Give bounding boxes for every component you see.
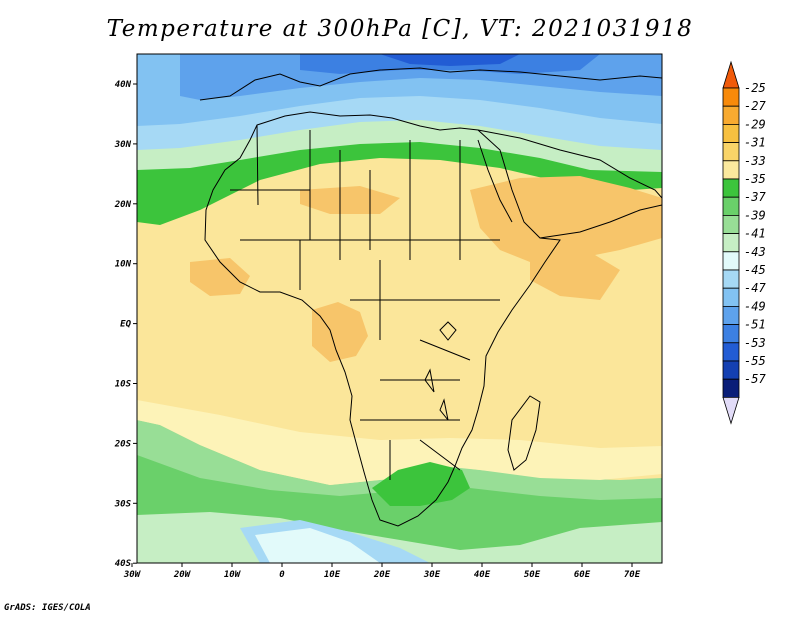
latitude-axis: 40N 30N 20N 10N EQ 10S 20S 30S 40S [114,80,137,569]
colorbar-segment [722,324,740,344]
lon-tick-label: 20W [173,570,192,580]
colorbar-segment [722,360,740,380]
temperature-field [137,54,662,563]
lat-tick-label: 30S [114,499,132,509]
field-hot-arabia [470,176,662,262]
colorbar-label: -45 [744,263,766,277]
colorbar-segment [722,214,740,234]
lon-tick-label: 40E [474,570,491,580]
field-hot-sahel [300,186,400,214]
lakes [424,321,457,421]
field-band-cold-south-5 [255,528,380,563]
lon-tick-label: 0 [279,570,285,580]
colorbar-segment [722,196,740,216]
lon-tick-label: 20E [373,570,391,580]
field-warm-se-ocean [530,246,620,300]
lat-tick-label: 10S [115,380,132,390]
colorbar-label: -41 [744,227,766,241]
lon-tick-label: 30W [123,570,142,580]
colorbar-label: -25 [744,81,766,95]
lat-tick-label: 10N [115,260,132,270]
colorbar-segment [722,305,740,325]
colorbar-segment [722,233,740,253]
longitude-axis: 30W 20W 10W 0 10E 20E 30E 40E 50E 60E 70E [123,563,641,580]
colorbar-label: -53 [744,336,766,350]
field-green-southafrica [372,462,470,506]
colorbar-segment [722,269,740,289]
colorbar-segment [722,124,740,144]
colorbar-label: -43 [744,245,766,259]
lat-tick-label: 20N [114,200,132,210]
field-pale-band [137,400,662,485]
map-title: Temperature at 300hPa [C], VT: 202103191… [106,16,694,42]
lon-tick-label: 10E [324,570,341,580]
colorbar: -25 -27 -29 -31 -33 -35 -37 -39 -41 -43 -45 -47 -49 -… [722,60,766,425]
field-hot-westafrica [190,258,250,296]
grads-credit: GrADS: IGES/COLA [4,603,91,613]
lat-tick-label: 20S [114,439,132,449]
arabia-coastline [477,129,662,239]
colorbar-segment [722,160,740,180]
colorbar-label: -57 [744,372,766,386]
lon-tick-label: 10W [224,570,242,580]
colorbar-segment [722,178,740,198]
colorbar-segment [722,342,740,362]
field-band-cold-north-7 [380,54,520,66]
colorbar-segment [722,142,740,162]
lon-tick-label: 70E [624,570,641,580]
lat-tick-label: EQ [120,320,131,330]
lat-tick-label: 40S [115,559,132,569]
colorbar-top-arrow [722,60,740,89]
lon-tick-label: 30E [423,570,441,580]
lon-tick-label: 50E [524,570,541,580]
colorbar-segment [722,251,740,271]
coastlines [199,67,662,527]
colorbar-label: -51 [744,318,766,332]
madagascar-coastline [507,395,541,471]
map-frame [136,53,663,564]
africa-coastline [204,111,561,527]
colorbar-segment [722,105,740,125]
red-sea [477,139,513,223]
colorbar-label: -39 [744,208,766,222]
europe-coastline [199,67,662,101]
country-borders [230,124,500,480]
colorbar-label: -49 [744,299,766,313]
colorbar-segment [722,87,740,107]
colorbar-label: -47 [744,281,766,295]
colorbar-label: -35 [744,172,766,186]
lon-tick-label: 60E [574,570,591,580]
colorbar-bottom-arrow [722,396,740,425]
colorbar-segment [722,287,740,307]
colorbar-label: -55 [744,354,766,368]
colorbar-label: -29 [744,117,766,131]
field-hot-congo [312,302,368,362]
lat-tick-label: 40N [115,80,132,90]
colorbar-label: -33 [744,154,766,168]
colorbar-segment [722,378,740,398]
colorbar-label: -31 [744,136,766,150]
colorbar-label: -37 [744,190,766,204]
colorbar-label: -27 [744,99,766,113]
lat-tick-label: 30N [114,140,132,150]
